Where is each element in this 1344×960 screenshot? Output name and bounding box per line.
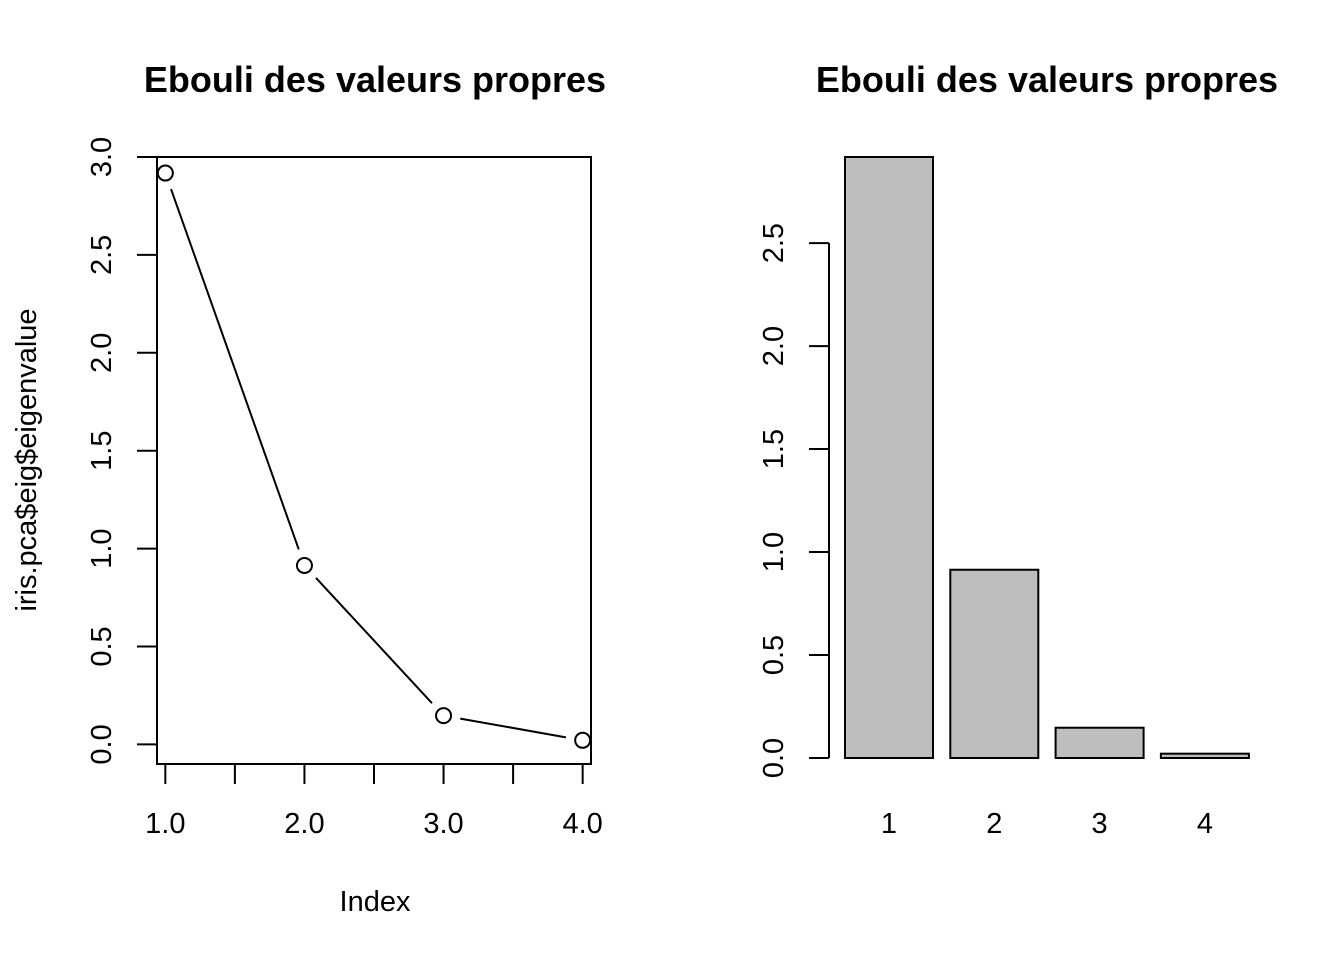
bar-category-labels: 1 2 3 4 bbox=[881, 808, 1213, 840]
line-x-tick-label: 3.0 bbox=[423, 808, 463, 840]
line-y-tick-label: 0.0 bbox=[86, 724, 118, 764]
bar-y-tick-label: 0.5 bbox=[758, 635, 790, 675]
line-segment bbox=[460, 719, 566, 738]
bar-3 bbox=[1056, 728, 1144, 758]
bar-chart-title: Ebouli des valeurs propres bbox=[816, 59, 1278, 100]
bar-y-axis: 0.0 0.5 1.0 1.5 2.0 2.5 bbox=[758, 223, 829, 778]
line-x-tick-label: 4.0 bbox=[562, 808, 602, 840]
line-y-axis-label: iris.pca$eig$eigenvalue bbox=[11, 308, 43, 611]
line-x-tick-label: 2.0 bbox=[284, 808, 324, 840]
bar-category-label: 2 bbox=[986, 808, 1002, 840]
line-series bbox=[158, 166, 590, 748]
line-y-tick-label: 2.5 bbox=[86, 235, 118, 275]
bar-y-tick-label: 0.0 bbox=[758, 738, 790, 778]
bar-y-tick-label: 2.5 bbox=[758, 223, 790, 263]
bar-series bbox=[845, 157, 1249, 758]
line-plot-box bbox=[157, 157, 591, 764]
bar-y-tick-label: 2.0 bbox=[758, 326, 790, 366]
data-point-marker bbox=[297, 558, 312, 573]
data-point-marker bbox=[575, 733, 590, 748]
line-x-tick-label: 1.0 bbox=[145, 808, 185, 840]
line-y-tick-label: 0.5 bbox=[86, 626, 118, 666]
data-point-marker bbox=[158, 166, 173, 181]
line-y-axis: 0.0 0.5 1.0 1.5 2.0 2.5 3.0 bbox=[86, 137, 157, 765]
line-chart-title: Ebouli des valeurs propres bbox=[144, 59, 606, 100]
line-y-tick-label: 2.0 bbox=[86, 333, 118, 373]
line-y-tick-label: 1.5 bbox=[86, 431, 118, 471]
bar-y-tick-label: 1.5 bbox=[758, 429, 790, 469]
bar-y-tick-label: 1.0 bbox=[758, 532, 790, 572]
bar-category-label: 4 bbox=[1197, 808, 1213, 840]
data-point-marker bbox=[436, 708, 451, 723]
line-x-axis: 1.0 2.0 3.0 4.0 bbox=[145, 764, 603, 840]
scree-line-panel: Ebouli des valeurs propres 1.0 2.0 3.0 4.0 … bbox=[11, 59, 606, 918]
bar-2 bbox=[950, 570, 1038, 758]
bar-4 bbox=[1161, 754, 1249, 758]
line-segment bbox=[316, 578, 432, 703]
line-y-tick-label: 1.0 bbox=[86, 528, 118, 568]
scree-bar-panel: Ebouli des valeurs propres 0.0 0.5 1.0 1.5 2… bbox=[758, 59, 1278, 840]
line-y-tick-label: 3.0 bbox=[86, 137, 118, 177]
bar-1 bbox=[845, 157, 933, 758]
bar-category-label: 3 bbox=[1092, 808, 1108, 840]
line-segment bbox=[171, 189, 299, 549]
line-x-axis-label: Index bbox=[340, 886, 411, 918]
bar-category-label: 1 bbox=[881, 808, 897, 840]
